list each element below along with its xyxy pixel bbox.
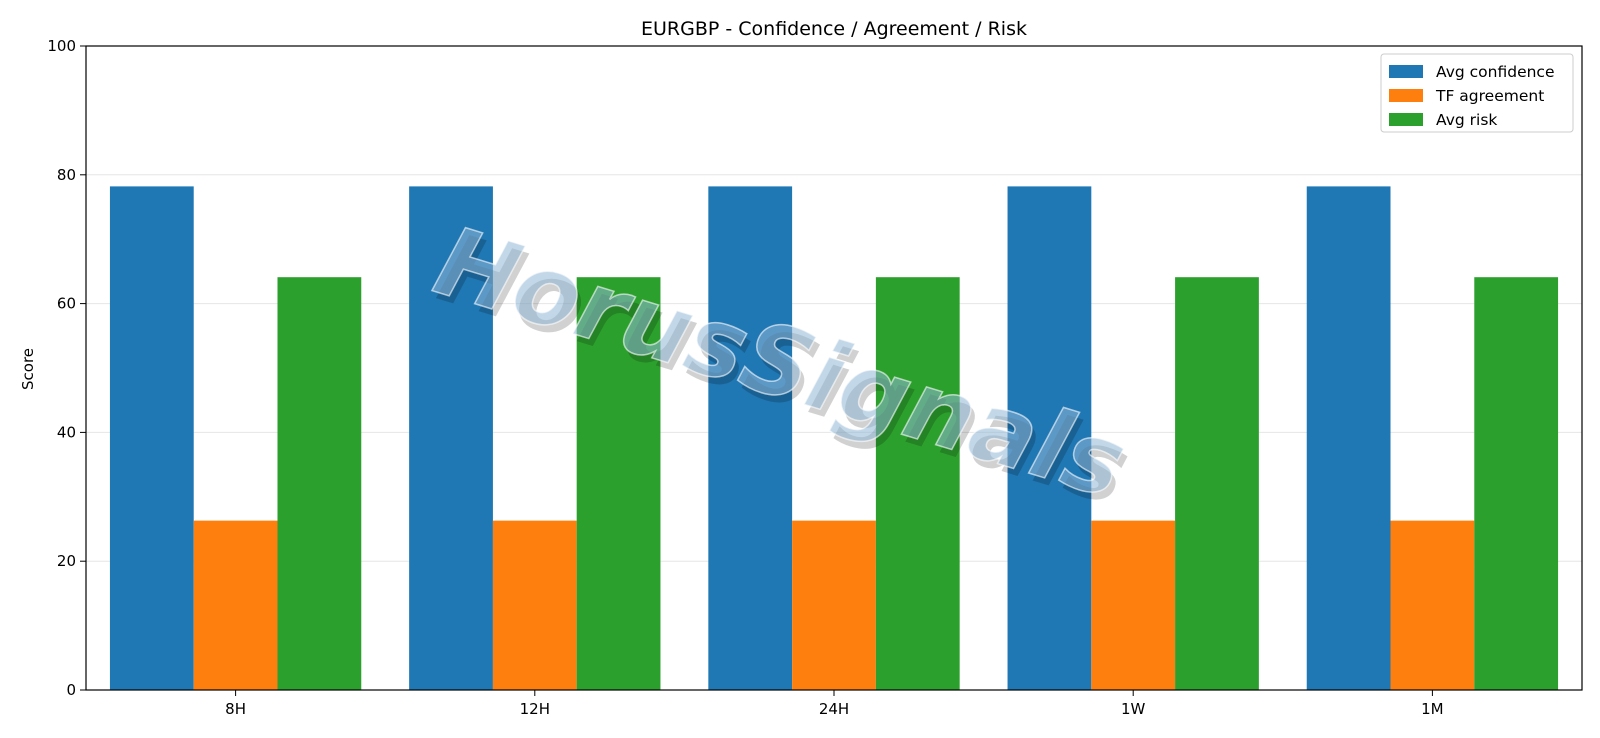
legend-label-tf-agreement: TF agreement [1435,87,1544,105]
legend-swatch-tf-agreement [1389,89,1423,102]
y-tick-label: 40 [57,423,76,441]
y-axis-label: Score [19,348,37,390]
axis-layer: 0 20 40 60 80 100 8H 12H 24H 1W 1M [47,37,1583,718]
bar-avg-confidence-1w [1007,186,1092,690]
bar-avg-risk-8h [277,277,362,690]
bar-avg-risk-1m [1474,277,1559,690]
y-tick-label: 100 [47,37,76,55]
bar-layer [109,186,1559,690]
chart-title: EURGBP - Confidence / Agreement / Risk [641,18,1027,40]
y-tick-label: 60 [57,295,76,313]
bar-avg-confidence-8h [109,186,194,690]
bar-avg-confidence-1m [1306,186,1391,690]
bar-avg-confidence-12h [409,186,493,690]
bar-tf-agreement-1w [1091,520,1176,690]
legend-label-avg-risk: Avg risk [1436,111,1497,129]
y-tick-label: 0 [66,681,76,699]
legend-box [1380,53,1574,133]
bar-tf-agreement-8h [193,520,278,690]
y-tick-label: 80 [57,166,76,184]
bar-tf-agreement-12h [492,520,577,690]
legend: Avg confidence TF agreement Avg risk [1380,53,1574,133]
legend-label-avg-confidence: Avg confidence [1436,63,1554,81]
legend-swatch-avg-risk [1389,113,1423,126]
x-tick-label: 24H [819,700,849,718]
bar-tf-agreement-24h [792,520,876,690]
x-tick-label: 1M [1421,700,1444,718]
x-tick-label: 1W [1121,700,1146,718]
x-tick-label: 12H [520,700,550,718]
bar-avg-risk-12h [576,277,661,690]
bar-avg-risk-1w [1175,277,1259,690]
bar-avg-risk-24h [875,277,960,690]
bar-tf-agreement-1m [1390,520,1475,690]
x-tick-label: 8H [225,700,246,718]
legend-swatch-avg-confidence [1389,65,1423,78]
bar-avg-confidence-24h [708,186,793,690]
y-tick-label: 20 [57,552,76,570]
